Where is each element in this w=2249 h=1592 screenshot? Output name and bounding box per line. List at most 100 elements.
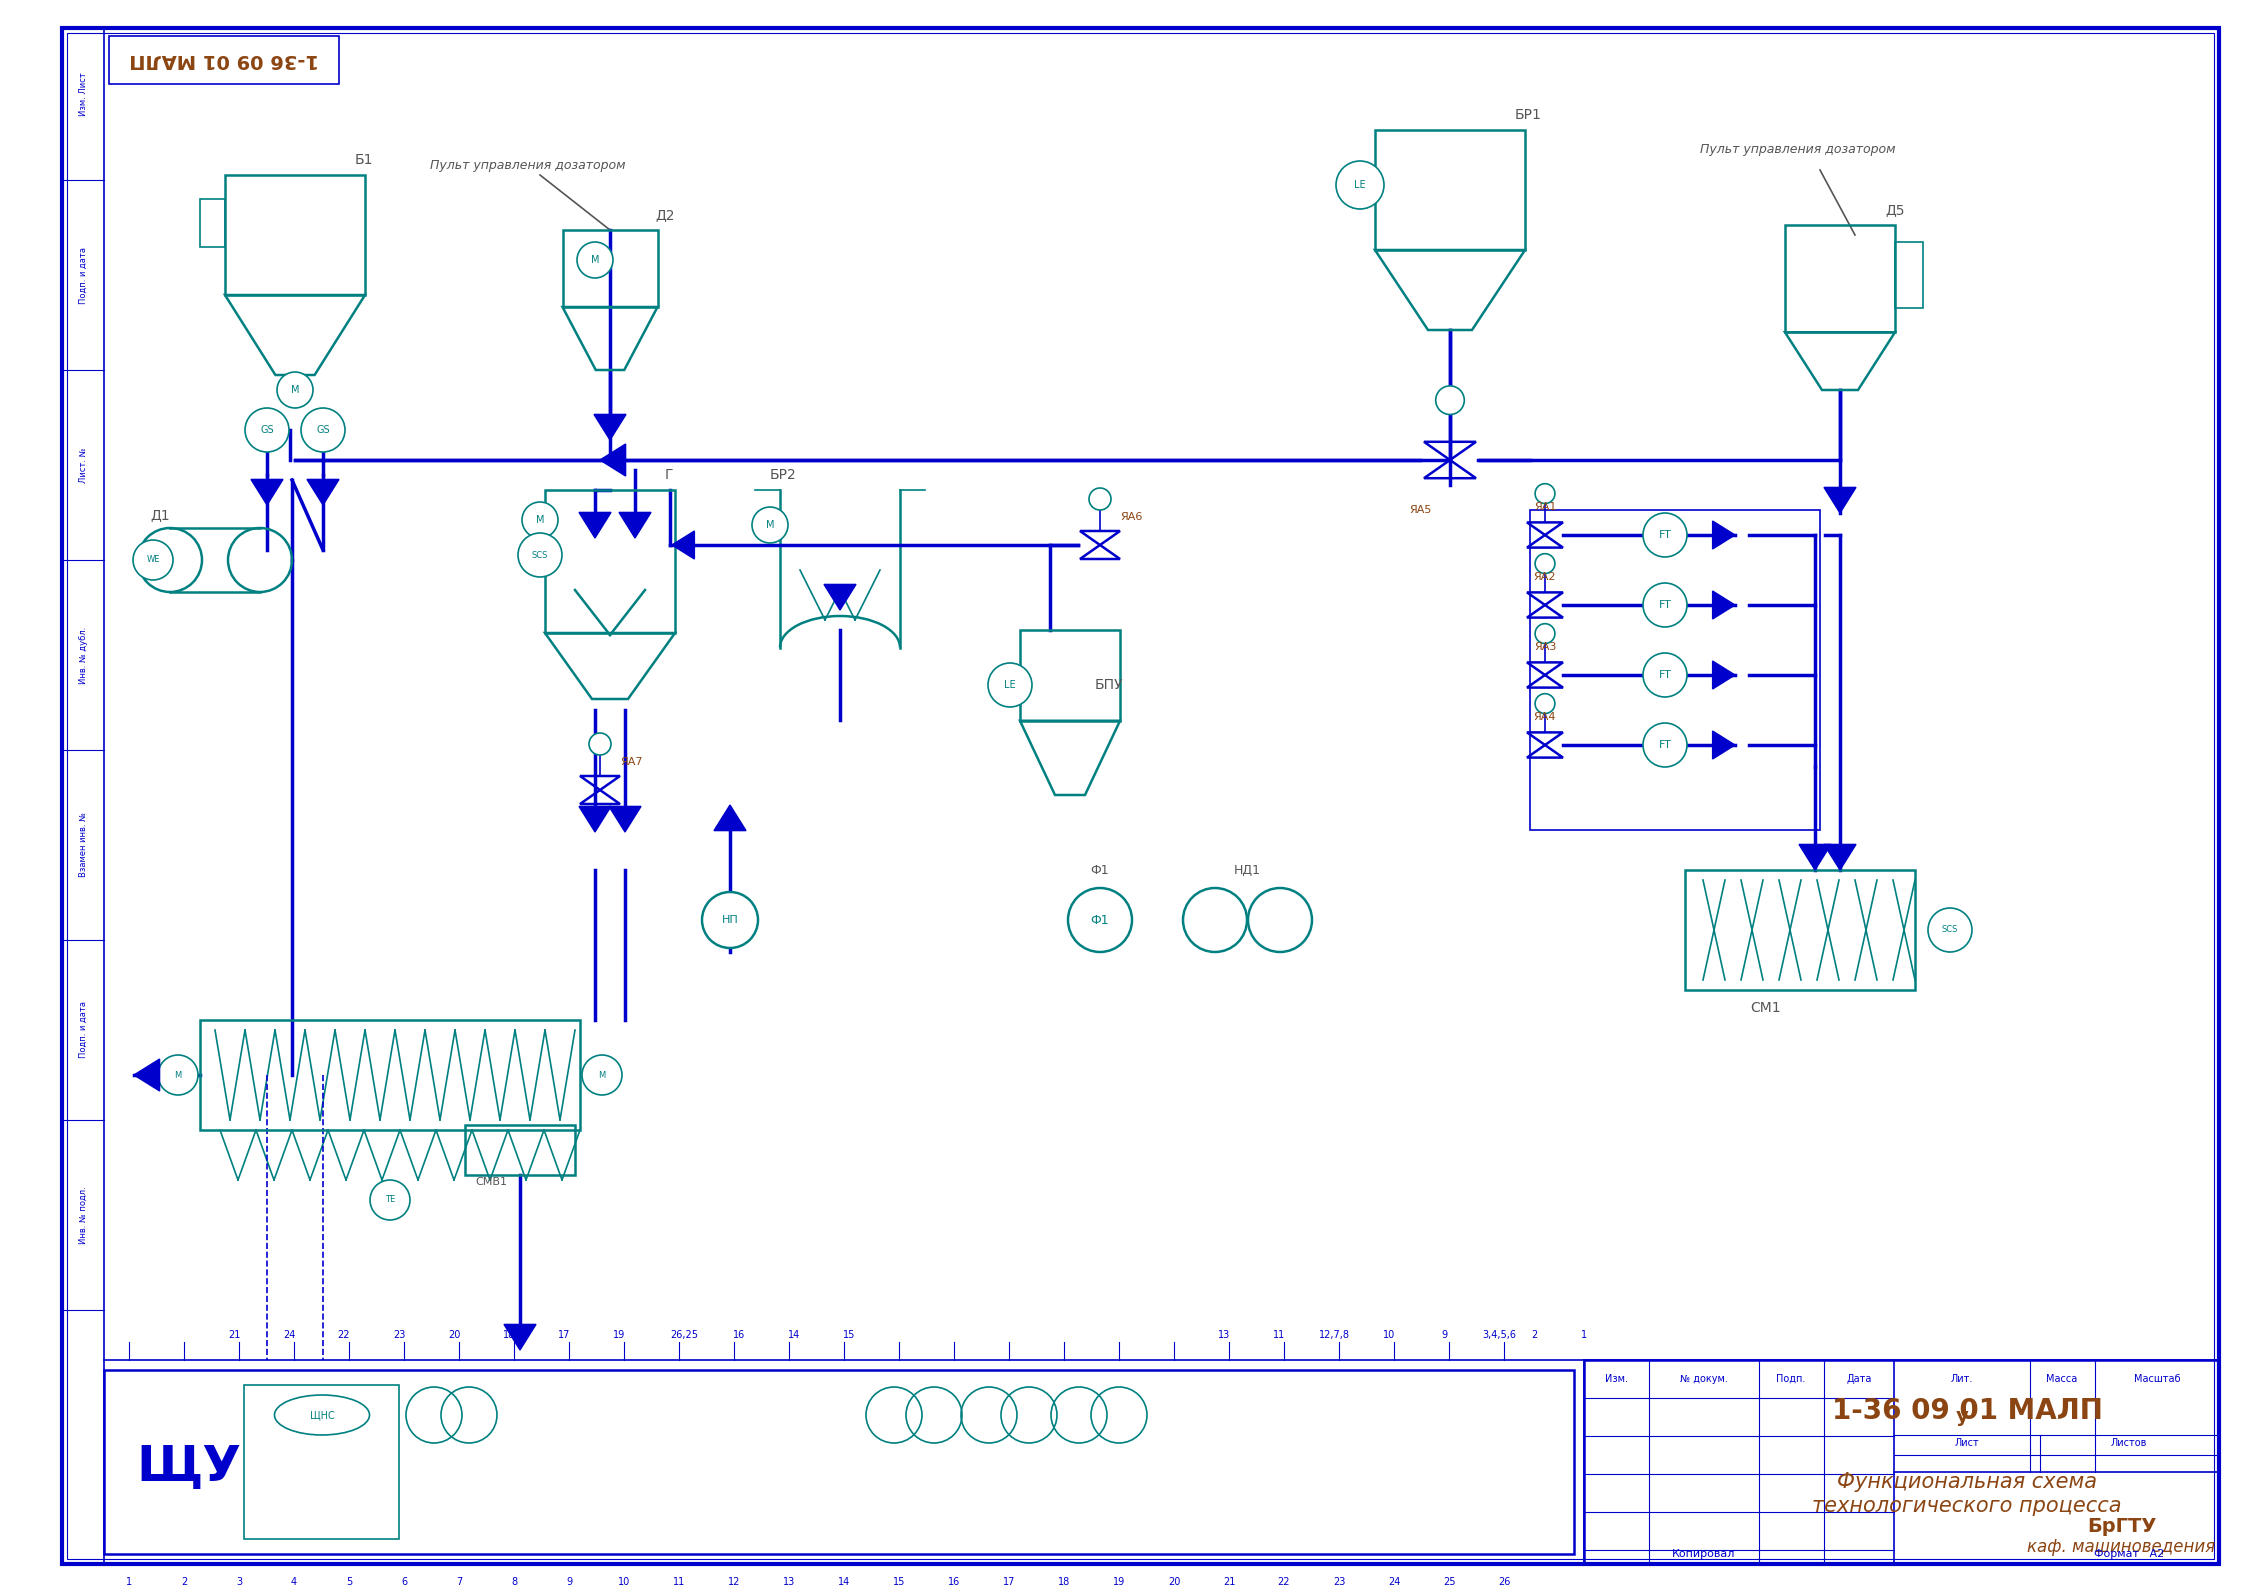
Circle shape [987,662,1032,707]
Text: 12,7,8: 12,7,8 [1318,1329,1349,1340]
Text: ЯА2: ЯА2 [1534,572,1556,583]
Text: Б1: Б1 [355,153,373,167]
Text: M: M [591,255,598,264]
Bar [200,199,225,247]
Text: Инв. № дубл.: Инв. № дубл. [79,626,88,683]
Circle shape [1536,554,1554,573]
Text: 19: 19 [1113,1578,1124,1587]
Text: LE: LE [1354,180,1365,189]
Text: 1: 1 [126,1578,133,1587]
Text: 6: 6 [400,1578,407,1587]
Text: Пульт управления дозатором: Пульт управления дозатором [1700,143,1896,156]
Bar [108,37,340,84]
Circle shape [245,408,290,452]
Text: 23: 23 [1334,1578,1345,1587]
Polygon shape [672,532,695,559]
Text: 2: 2 [180,1578,187,1587]
Text: ЯА1: ЯА1 [1534,501,1556,513]
Text: 22: 22 [337,1329,351,1340]
Text: Масса: Масса [2047,1374,2078,1383]
Polygon shape [578,513,612,538]
Circle shape [582,1055,623,1095]
Polygon shape [594,414,625,439]
Polygon shape [618,513,650,538]
Bar [103,1371,1574,1554]
Bar [562,229,657,307]
Text: Лист: Лист [1954,1438,1979,1449]
Text: 20: 20 [1167,1578,1181,1587]
Text: № докум.: № докум. [1680,1374,1727,1383]
Text: 21: 21 [1223,1578,1235,1587]
Text: Функциональная схема: Функциональная схема [1837,1473,2096,1492]
Polygon shape [1824,487,1855,513]
Bar [544,490,675,634]
Text: 19: 19 [614,1329,625,1340]
Polygon shape [1799,844,1831,869]
Text: 15: 15 [843,1329,855,1340]
Text: M: M [535,514,544,525]
Polygon shape [609,807,641,833]
Text: 2: 2 [1532,1329,1536,1340]
Circle shape [1336,161,1383,209]
Polygon shape [713,806,747,831]
Circle shape [1435,385,1464,414]
Text: 12: 12 [729,1578,740,1587]
Bar [243,1385,398,1539]
Polygon shape [1711,731,1734,759]
Text: 3: 3 [236,1578,243,1587]
Circle shape [1248,888,1311,952]
Text: 25: 25 [1444,1578,1455,1587]
Text: Подп. и дата: Подп. и дата [79,1001,88,1059]
Text: SCS: SCS [1941,925,1959,935]
Circle shape [1644,513,1687,557]
Text: 13: 13 [783,1578,796,1587]
Bar [1374,131,1525,250]
Circle shape [1644,653,1687,697]
Bar [225,175,364,295]
Bar [1529,509,1819,829]
Text: Пульт управления дозатором: Пульт управления дозатором [430,159,625,172]
Text: GS: GS [261,425,274,435]
Bar [1685,869,1914,990]
Text: Подп. и дата: Подп. и дата [79,247,88,304]
Text: M: M [175,1070,182,1079]
Text: СМВ1: СМВ1 [475,1176,506,1188]
Bar [466,1126,576,1175]
Text: 9: 9 [567,1578,571,1587]
Bar [1021,630,1120,721]
Text: Лист. №: Лист. № [79,447,88,482]
Text: M: M [765,521,774,530]
Text: M: M [598,1070,605,1079]
Text: 10: 10 [1383,1329,1394,1340]
Text: Д1: Д1 [151,508,169,522]
Bar [1786,224,1896,333]
Polygon shape [1711,521,1734,549]
Polygon shape [578,807,612,833]
Bar [1583,1360,2220,1563]
Text: LE: LE [1005,680,1017,689]
Circle shape [1536,624,1554,643]
Polygon shape [308,479,340,505]
Text: Взамен инв. №: Взамен инв. № [79,812,88,877]
Text: 21: 21 [227,1329,241,1340]
Polygon shape [1824,844,1855,869]
Circle shape [1644,723,1687,767]
Text: 16: 16 [947,1578,960,1587]
Polygon shape [823,584,857,610]
Text: 22: 22 [1277,1578,1291,1587]
Text: TE: TE [385,1196,396,1205]
Text: FT: FT [1658,530,1671,540]
Text: у: у [1957,1407,1968,1426]
Text: 20: 20 [448,1329,461,1340]
Circle shape [578,242,614,279]
Text: 1-36 09 01 МАЛП: 1-36 09 01 МАЛП [128,51,319,70]
Circle shape [1068,888,1131,952]
Text: 7: 7 [457,1578,461,1587]
Text: 9: 9 [1442,1329,1446,1340]
Text: 17: 17 [1003,1578,1014,1587]
Text: 1-36 09 01 МАЛП: 1-36 09 01 МАЛП [1831,1398,2103,1425]
Text: БрГТУ: БрГТУ [2087,1517,2157,1536]
Text: 14: 14 [787,1329,801,1340]
Polygon shape [1711,661,1734,689]
Circle shape [522,501,558,538]
